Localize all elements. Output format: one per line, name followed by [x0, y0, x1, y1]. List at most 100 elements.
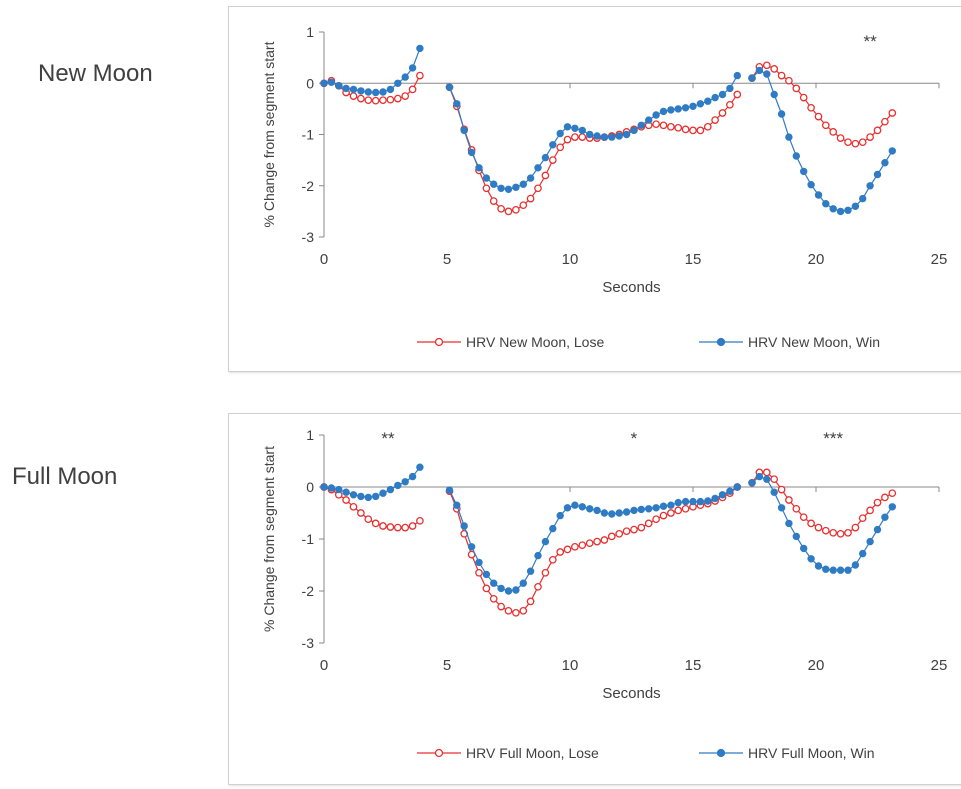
data-point	[541, 537, 550, 546]
data-point	[659, 511, 668, 520]
data-point	[696, 497, 705, 506]
data-point	[497, 184, 505, 192]
data-point	[829, 566, 837, 574]
series-line	[751, 64, 893, 145]
data-point	[674, 498, 682, 507]
data-point	[799, 93, 808, 102]
data-point	[800, 544, 808, 553]
x-tick-label: 0	[320, 657, 328, 674]
data-point	[821, 526, 830, 535]
data-point	[630, 525, 638, 534]
data-point	[866, 506, 874, 515]
data-point	[586, 505, 594, 513]
legend-label: HRV Full Moon, Lose	[466, 745, 599, 761]
data-point	[563, 135, 572, 144]
full-moon-chart-panel: -3 -2 -1 0 1 0 5 10 15 20 25 Seconds% Change from s…	[228, 413, 961, 785]
data-point	[512, 586, 520, 594]
data-point	[571, 501, 579, 509]
data-point	[549, 141, 557, 149]
data-point	[622, 130, 631, 139]
data-point	[674, 506, 683, 515]
data-point	[563, 123, 572, 131]
legend-marker	[434, 748, 444, 758]
data-point	[763, 475, 771, 483]
data-point	[600, 133, 609, 141]
y-tick-label: -1	[302, 127, 315, 143]
data-point	[349, 85, 358, 94]
x-tick-label: 15	[685, 657, 702, 674]
legend: HRV Full Moon, Lose HRV Full Moon, Win	[417, 745, 875, 761]
data-point	[379, 88, 387, 96]
data-point	[844, 528, 852, 537]
legend: HRV New Moon, Lose HRV New Moon, Win	[417, 334, 880, 350]
data-point	[881, 158, 889, 167]
data-point	[534, 184, 542, 193]
data-point	[504, 185, 513, 193]
data-point	[357, 492, 365, 501]
data-point	[667, 509, 675, 517]
data-point	[703, 122, 712, 131]
data-point	[645, 505, 653, 513]
data-point	[408, 472, 417, 481]
legend-marker	[434, 337, 444, 347]
data-point	[674, 123, 683, 132]
data-point	[512, 608, 520, 617]
data-point	[777, 110, 786, 118]
significance-marker: **	[381, 429, 395, 448]
data-point	[792, 84, 801, 93]
data-point	[814, 112, 823, 121]
data-point	[652, 111, 660, 119]
data-point	[393, 94, 402, 103]
data-point	[416, 463, 424, 471]
data-point	[519, 606, 528, 615]
data-point	[556, 129, 564, 138]
new-moon-label: New Moon	[38, 60, 153, 87]
data-point	[888, 489, 897, 498]
data-point	[829, 128, 838, 136]
data-point	[873, 498, 882, 507]
data-point	[600, 509, 609, 517]
data-point	[526, 194, 535, 203]
data-point	[822, 565, 830, 573]
legend-label: HRV Full Moon, Win	[748, 745, 875, 761]
data-point	[541, 153, 550, 162]
data-point	[571, 124, 579, 132]
data-point	[556, 511, 564, 520]
data-point	[482, 570, 491, 579]
data-point	[652, 515, 660, 524]
data-point	[851, 561, 860, 569]
data-point	[556, 548, 565, 556]
data-point	[371, 492, 380, 501]
data-point	[549, 524, 557, 533]
data-point	[704, 497, 712, 505]
data-point	[770, 65, 779, 73]
data-point	[578, 133, 587, 141]
data-point	[504, 587, 513, 595]
data-point	[681, 497, 690, 506]
data-point	[534, 582, 542, 591]
data-point	[733, 71, 741, 80]
data-point	[785, 133, 793, 141]
data-point	[630, 506, 638, 515]
data-point	[571, 133, 579, 141]
data-point	[667, 501, 675, 509]
data-point	[822, 199, 830, 208]
data-point	[755, 472, 764, 481]
data-point	[777, 485, 786, 494]
data-point	[800, 167, 808, 176]
data-point	[364, 515, 373, 524]
data-point	[763, 70, 771, 78]
data-point	[814, 191, 823, 199]
data-point	[401, 523, 410, 532]
data-point	[652, 504, 660, 512]
data-point	[689, 102, 697, 110]
data-point	[416, 44, 424, 53]
data-point	[593, 537, 601, 546]
data-point	[541, 171, 550, 180]
data-point	[622, 508, 631, 516]
data-point	[357, 87, 365, 95]
data-point	[637, 121, 645, 129]
data-point	[504, 606, 513, 615]
